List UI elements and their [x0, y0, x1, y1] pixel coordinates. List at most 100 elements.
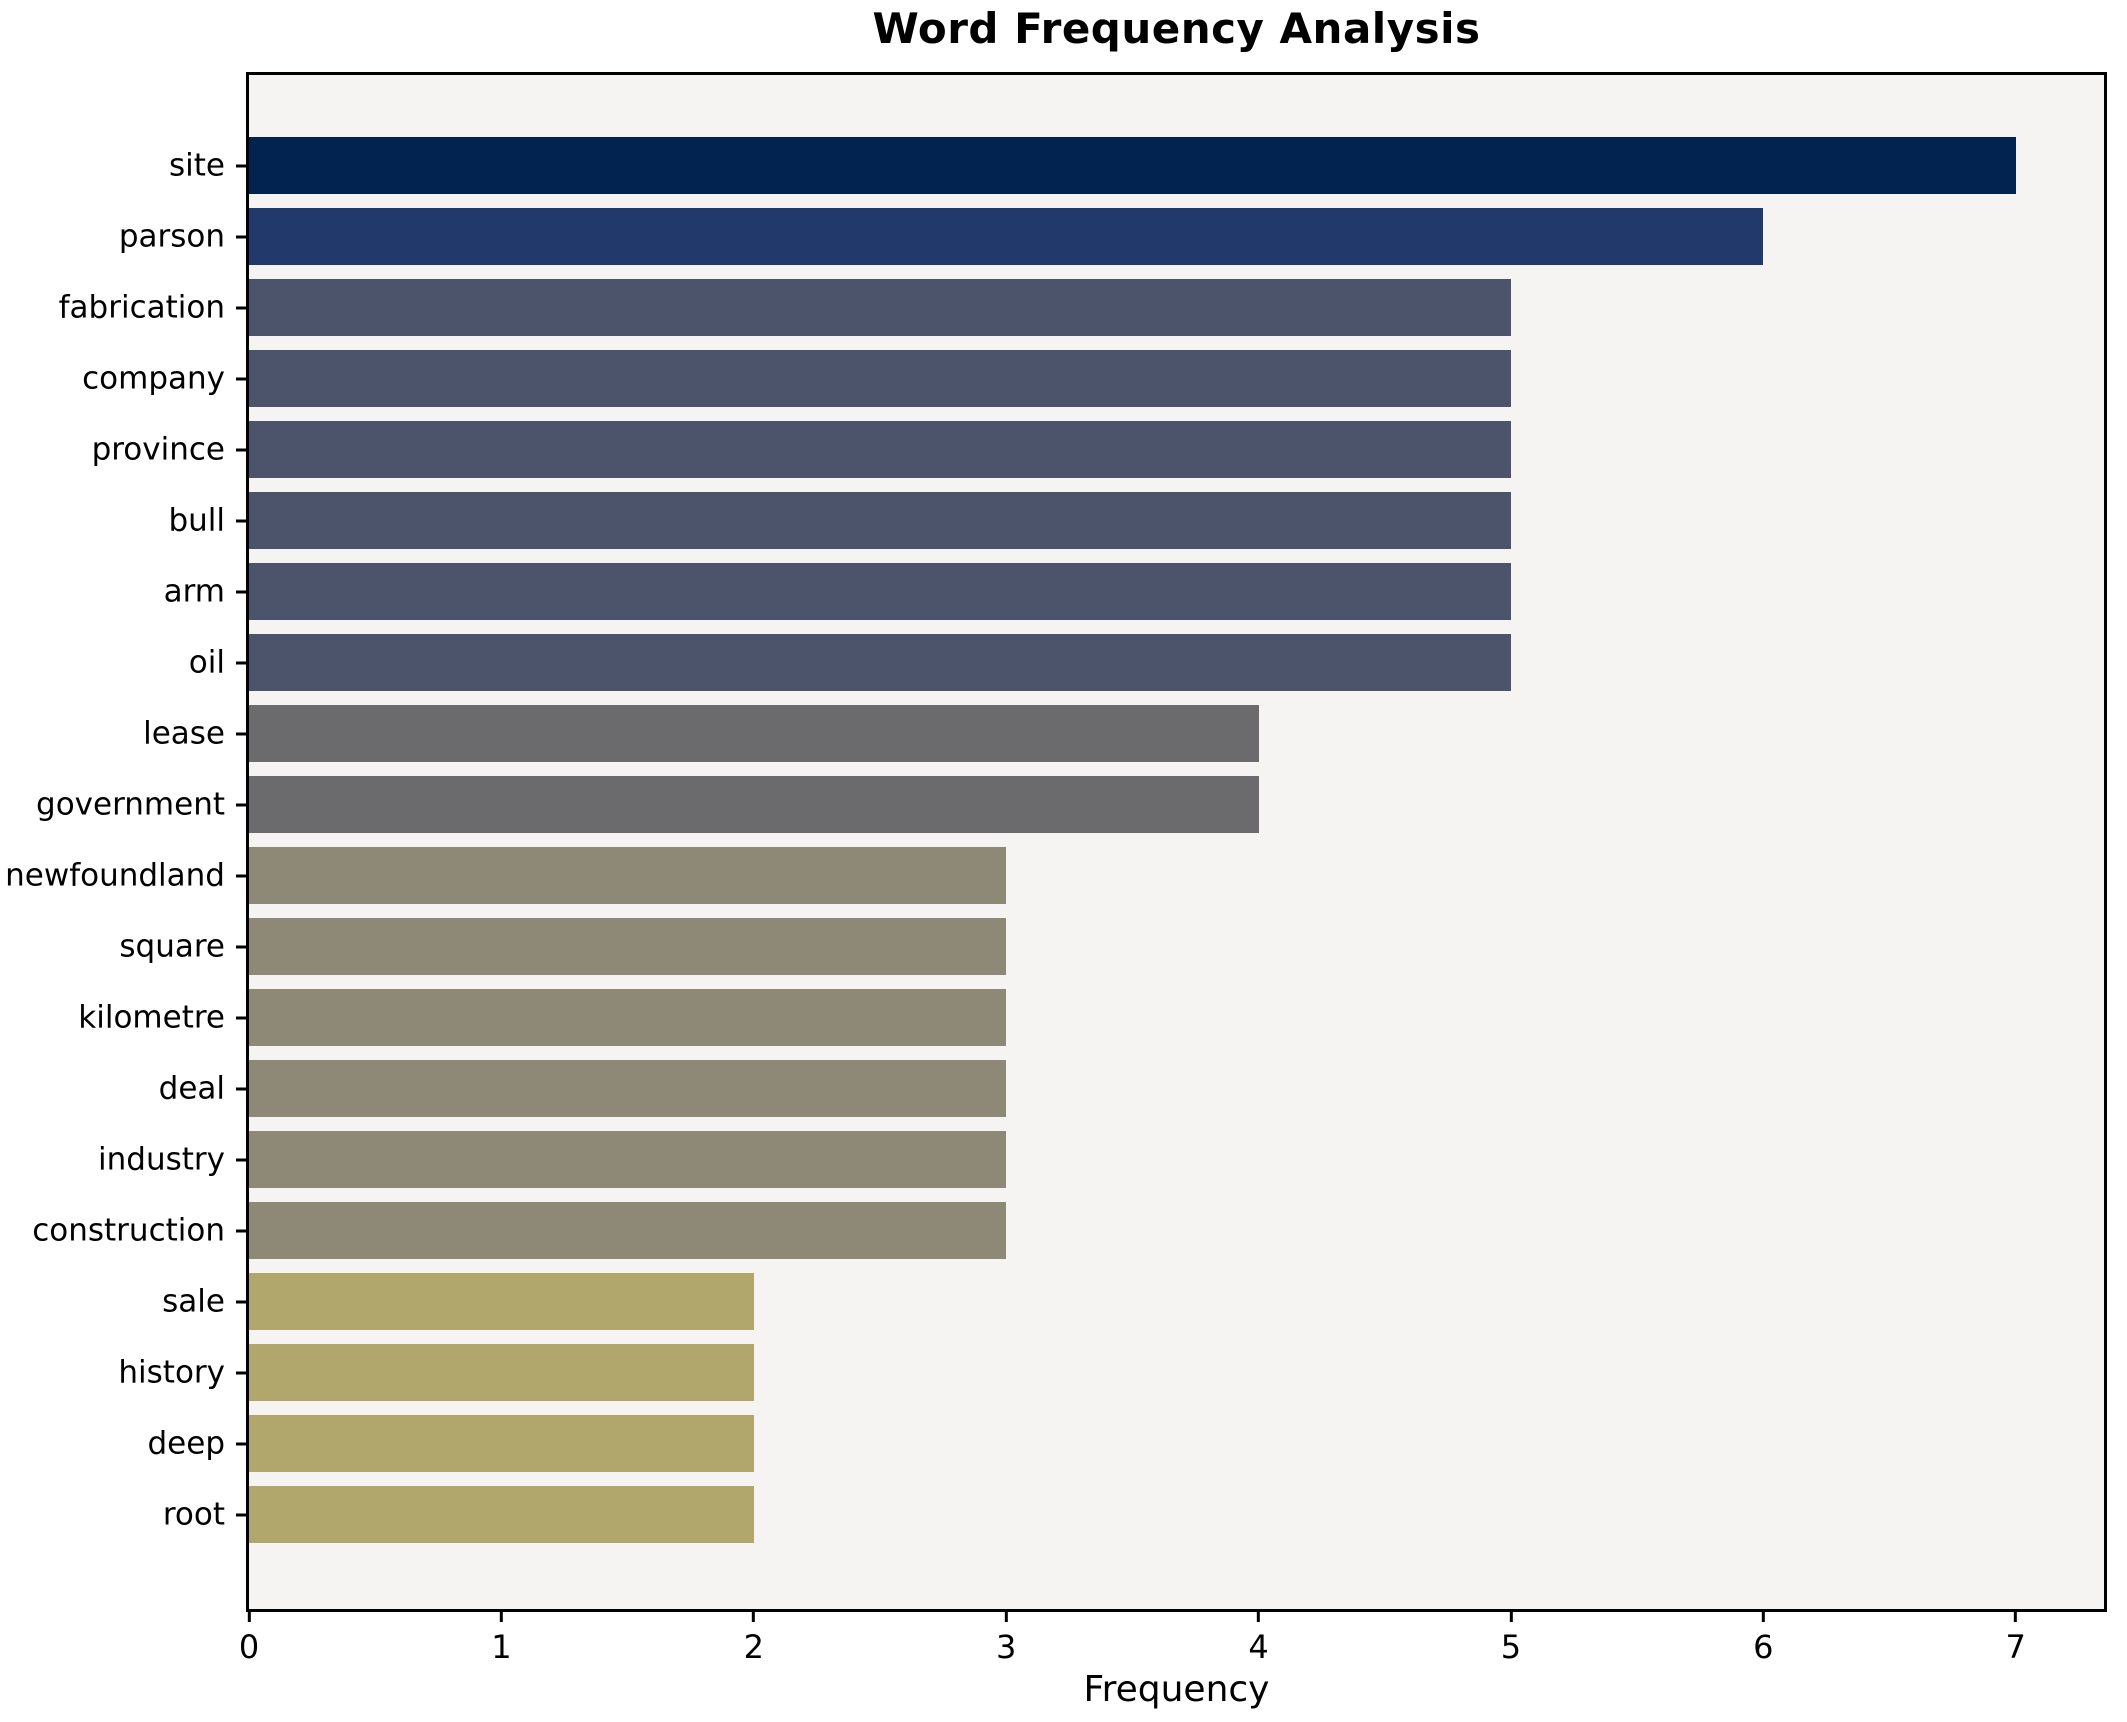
y-tick-mark [236, 1300, 246, 1303]
y-tick-label-site: site [169, 147, 225, 183]
bar-government [249, 776, 1259, 833]
bars: site parson fabrication company province bull… [5, 75, 2104, 1543]
bar-row-bull: bull [168, 492, 2104, 549]
bar-construction [249, 1202, 1007, 1259]
y-tick-mark [236, 1229, 246, 1232]
y-tick-mark [236, 1087, 246, 1090]
bar-industry [249, 1131, 1007, 1188]
bar-deal [249, 1060, 1007, 1117]
y-tick-label-bull: bull [168, 502, 225, 538]
bar-company [249, 350, 1511, 407]
y-tick-mark [236, 1371, 246, 1374]
y-tick-label-province: province [91, 431, 225, 467]
y-tick-label-kilometre: kilometre [78, 999, 225, 1035]
bar-row-province: province [92, 421, 2104, 478]
y-tick-mark [236, 803, 246, 806]
x-tick-label: 6 [1753, 1628, 1774, 1666]
y-tick-label-fabrication: fabrication [58, 289, 225, 325]
x-tick-label: 1 [491, 1628, 512, 1666]
bar-province [249, 421, 1511, 478]
x-tick-4: 4 [1248, 1609, 1269, 1666]
x-tick-1: 1 [491, 1609, 512, 1666]
bar-row-construction: construction [32, 1202, 2104, 1259]
bar-bull [249, 492, 1511, 549]
bar-lease [249, 705, 1259, 762]
y-tick-label-parson: parson [118, 218, 225, 254]
x-tick-label: 5 [1500, 1628, 1522, 1666]
y-tick-mark [236, 732, 246, 735]
bar-row-oil: oil [189, 634, 2104, 691]
x-tick-mark [1761, 1612, 1765, 1622]
bar-row-arm: arm [164, 563, 2104, 620]
bar-row-fabrication: fabrication [59, 279, 2104, 336]
bar-row-newfoundland: newfoundland [5, 847, 2104, 904]
x-tick-6: 6 [1753, 1609, 1773, 1663]
bar-row-parson: parson [119, 208, 2104, 265]
bar-arm [249, 563, 1511, 620]
bar-root [249, 1486, 754, 1543]
bar-deep [249, 1415, 754, 1472]
y-tick-label-sale: sale [162, 1283, 225, 1319]
bar-row-root: root [163, 1486, 2104, 1543]
y-tick-label-industry: industry [98, 1141, 225, 1177]
y-tick-mark [236, 306, 246, 309]
bar-newfoundland [249, 847, 1007, 904]
y-tick-mark [236, 448, 246, 451]
y-tick-label-arm: arm [163, 573, 225, 609]
bar-square [249, 918, 1007, 975]
bar-site [249, 137, 2016, 194]
y-tick-mark [236, 945, 246, 948]
x-tick-0: 0 [239, 1609, 259, 1663]
y-tick-mark [236, 377, 246, 380]
x-tick-label: 2 [743, 1628, 764, 1666]
x-axis-label: Frequency [1083, 1669, 1270, 1710]
bar-parson [249, 208, 1764, 265]
y-tick-label-deep: deep [147, 1425, 226, 1461]
y-tick-label-company: company [82, 360, 225, 396]
x-tick-label: 7 [2005, 1628, 2026, 1666]
y-tick-label-history: history [118, 1354, 225, 1390]
bar-kilometre [249, 989, 1007, 1046]
plot-area: site parson fabrication company province bull… [5, 72, 2107, 1663]
y-tick-label-lease: lease [143, 715, 225, 751]
x-tick-label: 3 [995, 1628, 1017, 1666]
x-tick-mark [2014, 1612, 2018, 1622]
bar-row-sale: sale [162, 1273, 2104, 1330]
bar-row-history: history [118, 1344, 2104, 1401]
x-tick-3: 3 [996, 1609, 1016, 1663]
x-tick-mark [752, 1612, 756, 1622]
y-tick-mark [236, 164, 246, 167]
x-tick-label: 4 [1248, 1628, 1269, 1666]
bar-row-site: site [169, 137, 2104, 194]
y-tick-label-construction: construction [32, 1212, 225, 1248]
y-tick-label-root: root [162, 1496, 225, 1532]
bar-row-industry: industry [98, 1131, 2104, 1188]
x-tick-mark [499, 1612, 503, 1622]
x-tick-label: 0 [238, 1628, 260, 1666]
y-tick-mark [236, 519, 246, 522]
x-tick-7: 7 [2005, 1609, 2026, 1666]
bar-row-deep: deep [148, 1415, 2104, 1472]
y-tick-mark [236, 1513, 246, 1516]
bar-row-lease: lease [143, 705, 2104, 762]
y-tick-label-deal: deal [158, 1070, 225, 1106]
x-tick-mark [1004, 1612, 1008, 1622]
bar-sale [249, 1273, 754, 1330]
y-tick-label-newfoundland: newfoundland [5, 857, 225, 893]
y-tick-mark [236, 1158, 246, 1161]
x-tick-mark [247, 1612, 251, 1622]
chart-title: Word Frequency Analysis [872, 4, 1481, 53]
bar-row-square: square [119, 918, 2104, 975]
y-tick-mark [236, 590, 246, 593]
bar-row-government: government [36, 776, 2104, 833]
bar-oil [249, 634, 1511, 691]
y-tick-mark [236, 661, 246, 664]
bar-row-kilometre: kilometre [78, 989, 2104, 1046]
x-tick-2: 2 [744, 1609, 764, 1663]
bar-row-deal: deal [159, 1060, 2104, 1117]
y-tick-label-government: government [36, 786, 225, 822]
x-tick-mark [1509, 1612, 1513, 1622]
bar-row-company: company [82, 350, 2104, 407]
y-tick-mark [236, 235, 246, 238]
